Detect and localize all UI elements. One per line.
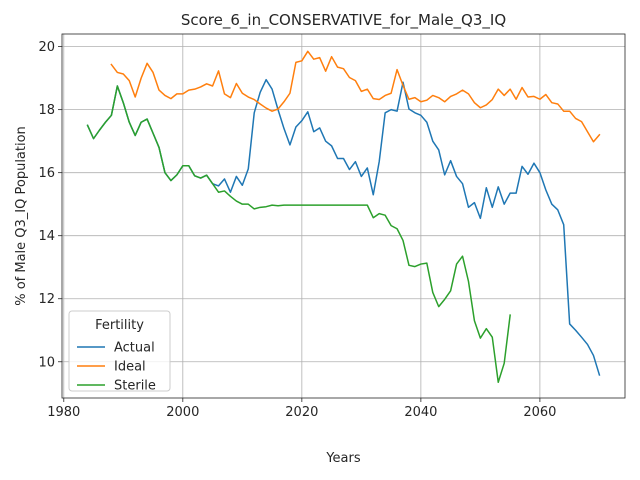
- grid: [62, 34, 625, 398]
- y-tick-label: 14: [38, 229, 55, 244]
- legend-box: [68, 310, 171, 392]
- series-lines: [86, 50, 601, 383]
- legend: Fertility Actual Ideal Sterile: [68, 310, 171, 394]
- x-tick-label: 2040: [404, 405, 437, 420]
- chart-title: Score_6_in_CONSERVATIVE_for_Male_Q3_IQ: [181, 11, 506, 30]
- y-tick-label: 18: [38, 103, 55, 118]
- legend-items: Actual Ideal Sterile: [77, 341, 156, 394]
- series-line-ideal: [110, 50, 601, 143]
- y-tick-label: 20: [38, 40, 55, 55]
- x-axis-label: Years: [325, 451, 361, 466]
- legend-title: Fertility: [95, 318, 144, 333]
- legend-label-sterile: Sterile: [114, 379, 156, 394]
- legend-label-ideal: Ideal: [114, 360, 146, 375]
- x-tick-label: 2020: [285, 405, 318, 420]
- y-tick-label: 10: [38, 355, 55, 370]
- y-tick-label: 16: [38, 166, 55, 181]
- y-tick-label: 12: [38, 292, 55, 307]
- x-tick-label: 1980: [47, 405, 80, 420]
- x-tick-label: 2060: [523, 405, 556, 420]
- plot-frame: [61, 33, 626, 399]
- x-tick-label: 2000: [166, 405, 199, 420]
- series-line-sterile: [86, 85, 511, 383]
- axis-ticks: 1980 2000 2020 2040 2060 10 12 14 16 18 20: [38, 40, 556, 420]
- legend-label-actual: Actual: [114, 341, 155, 356]
- y-axis-label: % of Male Q3_IQ Population: [14, 126, 29, 306]
